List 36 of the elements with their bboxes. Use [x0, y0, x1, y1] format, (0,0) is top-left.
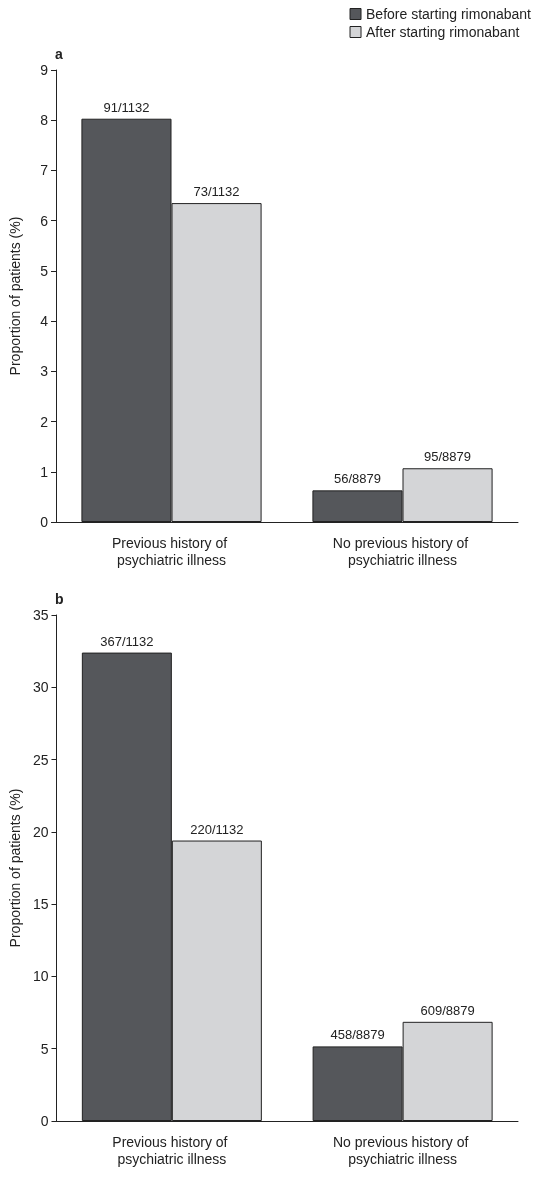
y-tick-label: 3	[40, 363, 49, 380]
y-tick-label: 5	[40, 1040, 49, 1057]
y-tick-label: 9	[40, 62, 49, 78]
x-tick-label: No previous history of psychiatric illness	[332, 1133, 473, 1167]
data-label: 73/1132	[193, 184, 240, 200]
y-tick-label: 20	[32, 823, 49, 840]
y-tick-label: 35	[32, 607, 49, 623]
x-tick-label: Previous history of psychiatric illness	[111, 534, 232, 568]
data-label: 95/8879	[424, 449, 472, 465]
data-label: 609/8879	[420, 1002, 475, 1018]
data-label: 220/1132	[190, 821, 244, 837]
y-axis-title: Proportion of patients (%)	[7, 216, 23, 376]
data-label: 367/1132	[100, 633, 154, 649]
legend-label: After starting rimonabant	[366, 24, 520, 40]
y-tick-label: 2	[40, 413, 49, 430]
data-label: 56/8879	[333, 471, 381, 487]
chart-title: a	[55, 46, 63, 62]
y-tick-label: 0	[40, 514, 49, 530]
data-label: 91/1132	[103, 99, 150, 115]
y-tick-label: 6	[40, 212, 49, 229]
y-tick-label: 0	[40, 1113, 49, 1129]
y-tick-label: 25	[32, 751, 49, 768]
y-tick-label: 30	[32, 679, 49, 696]
y-tick-label: 5	[40, 262, 49, 279]
y-tick-label: 1	[40, 463, 49, 480]
x-tick-label: No previous history of psychiatric illness	[332, 534, 473, 568]
chart-title: b	[55, 591, 64, 607]
y-axis-title: Proportion of patients (%)	[7, 788, 23, 948]
y-tick-label: 10	[32, 968, 49, 985]
y-tick-label: 4	[40, 313, 49, 330]
legend-label: Before starting rimonabant	[366, 6, 532, 22]
y-tick-label: 8	[40, 112, 49, 129]
data-label: 458/8879	[330, 1027, 385, 1043]
y-tick-label: 15	[32, 896, 49, 913]
y-tick-label: 7	[40, 162, 49, 179]
x-tick-label: Previous history of psychiatric illness	[112, 1133, 232, 1167]
